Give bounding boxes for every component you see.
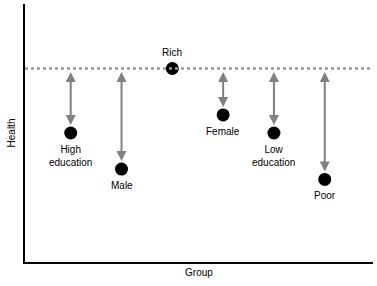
svg-text:Higheducation: Higheducation (49, 144, 92, 168)
svg-text:Group: Group (185, 267, 213, 278)
svg-text:Male: Male (111, 180, 133, 191)
svg-text:Female: Female (206, 126, 240, 137)
svg-text:Rich: Rich (162, 47, 182, 58)
svg-text:Poor: Poor (314, 190, 336, 201)
svg-text:Health: Health (6, 119, 17, 148)
svg-text:Loweducation: Loweducation (252, 144, 295, 168)
